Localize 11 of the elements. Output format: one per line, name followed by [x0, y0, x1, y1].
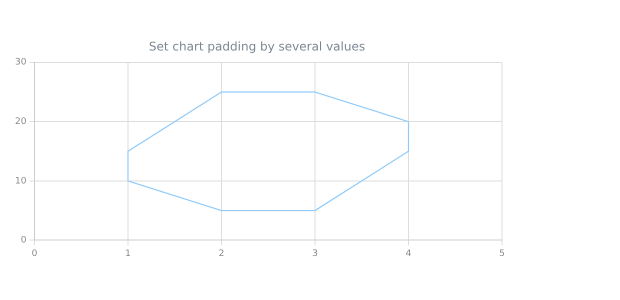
x-tick-label: 0 [32, 248, 38, 259]
x-tick-label: 5 [499, 248, 505, 259]
x-tick-label: 1 [125, 248, 131, 259]
y-tick-label: 20 [15, 117, 27, 128]
y-tick-label: 0 [20, 236, 27, 246]
x-tick-label: 4 [406, 248, 412, 259]
chart-title: Set chart padding by several values [148, 39, 366, 54]
x-tick-label: 3 [312, 248, 318, 259]
x-tick-label: 2 [218, 248, 224, 259]
y-tick-label: 10 [15, 176, 27, 186]
y-tick-label: 30 [15, 58, 27, 68]
